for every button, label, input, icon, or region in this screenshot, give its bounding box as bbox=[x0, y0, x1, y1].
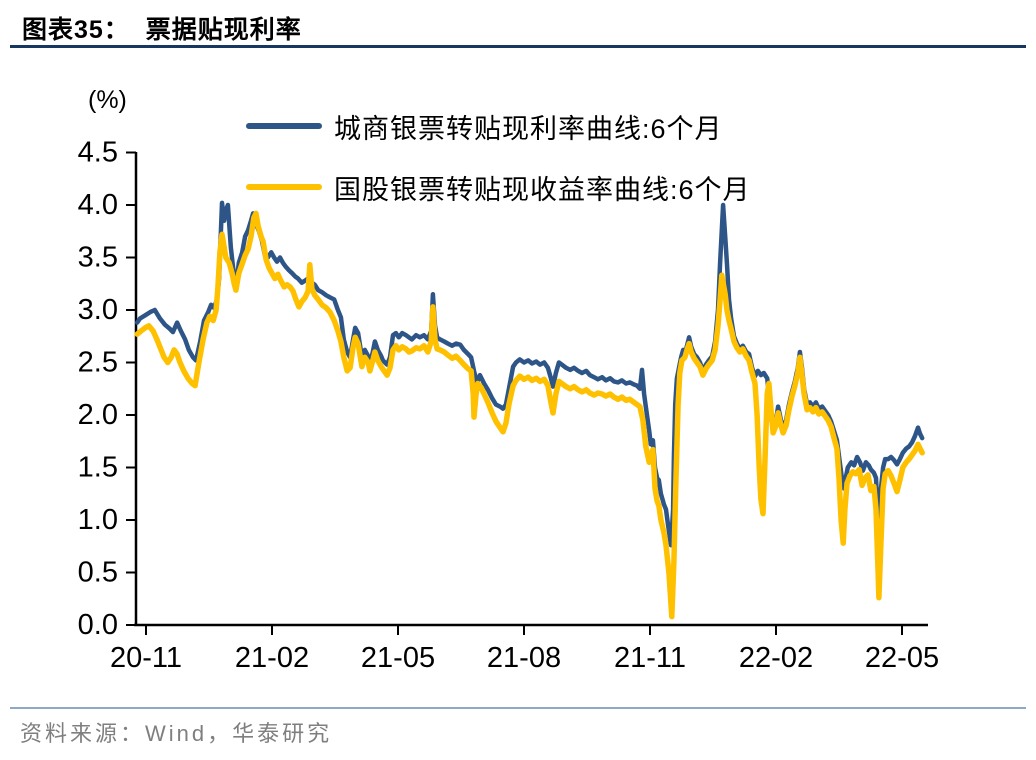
chart-legend: 城商银票转贴现利率曲线:6个月 国股银票转贴现收益率曲线:6个月 bbox=[246, 109, 751, 231]
x-tick-label: 21-05 bbox=[361, 642, 435, 674]
series-lines bbox=[134, 200, 925, 620]
x-tick-label: 20-11 bbox=[110, 642, 182, 674]
title-divider bbox=[10, 45, 1026, 48]
y-axis-unit-label: (%) bbox=[88, 86, 127, 114]
page-title: 图表35： 票据贴现利率 bbox=[22, 16, 302, 44]
x-tick-label: 21-08 bbox=[487, 642, 561, 674]
series-line-state-yellow bbox=[134, 210, 925, 620]
y-tick-label: 0.5 bbox=[78, 557, 118, 589]
source-note: 资料来源：Wind，华泰研究 bbox=[20, 721, 333, 746]
y-tick-label: 1.0 bbox=[78, 504, 118, 536]
legend-label: 城商银票转贴现利率曲线:6个月 bbox=[334, 113, 723, 144]
x-tick-label: 22-05 bbox=[865, 642, 939, 674]
y-tick-label: 0.0 bbox=[78, 609, 118, 641]
legend-label: 国股银票转贴现收益率曲线:6个月 bbox=[334, 174, 751, 205]
y-tick-label: 4.5 bbox=[78, 137, 118, 169]
legend-item-city: 城商银票转贴现利率曲线:6个月 bbox=[246, 109, 751, 144]
y-tick-label: 1.5 bbox=[78, 452, 118, 484]
y-tick-label: 4.0 bbox=[78, 189, 118, 221]
axes bbox=[126, 151, 928, 635]
y-tick-label: 3.5 bbox=[78, 242, 118, 274]
y-tick-label: 2.5 bbox=[78, 347, 118, 379]
tick-labels: 0.0 0.5 1.0 1.5 2.0 2.5 3.0 3.5 4.0 4.5 20-11 21-02… bbox=[78, 137, 939, 675]
x-tick-label: 21-02 bbox=[235, 642, 309, 674]
x-tick-label: 21-11 bbox=[614, 642, 686, 674]
footer-divider bbox=[10, 707, 1026, 709]
x-tick-label: 22-02 bbox=[739, 642, 813, 674]
legend-line-swatch-yellow bbox=[246, 184, 322, 190]
y-tick-label: 3.0 bbox=[78, 294, 118, 326]
y-tick-label: 2.0 bbox=[78, 399, 118, 431]
legend-line-swatch-blue bbox=[246, 123, 322, 129]
legend-item-state: 国股银票转贴现收益率曲线:6个月 bbox=[246, 170, 751, 205]
